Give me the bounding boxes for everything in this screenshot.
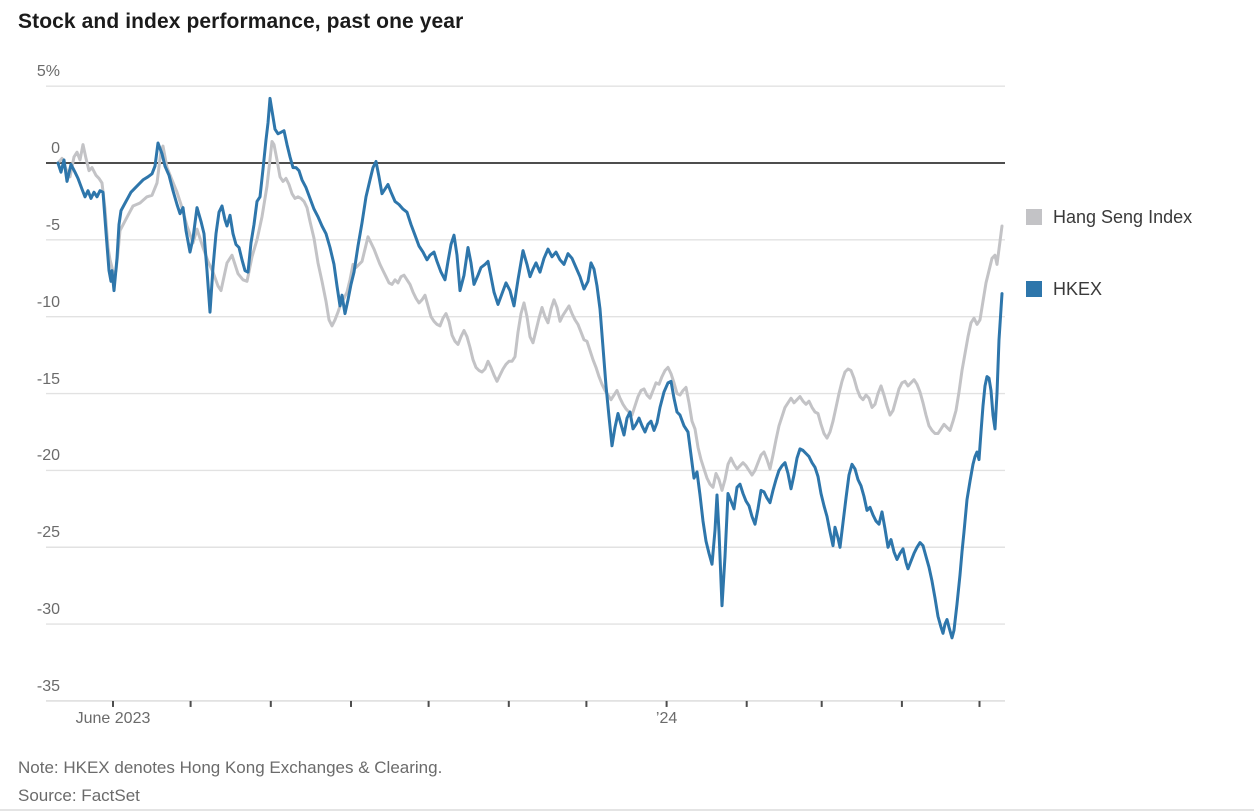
x-axis-label: ’24 xyxy=(655,710,678,727)
chart-title: Stock and index performance, past one ye… xyxy=(18,10,464,33)
hkex-line xyxy=(56,96,1004,640)
y-axis-label: 0 xyxy=(51,140,60,157)
legend-label-hang-seng: Hang Seng Index xyxy=(1053,206,1193,227)
hang-seng-swatch-icon xyxy=(1026,209,1042,225)
y-axis-label: -10 xyxy=(36,293,60,311)
y-axis-label: -5 xyxy=(45,216,60,234)
y-axis-label: -15 xyxy=(36,370,60,388)
legend-item-hkex: HKEX xyxy=(1026,277,1102,301)
y-axis-label: 5% xyxy=(36,63,60,81)
chart-source: Source: FactSet xyxy=(18,786,140,805)
y-axis-label: -30 xyxy=(36,601,60,619)
legend-item-hang-seng: Hang Seng Index xyxy=(1026,205,1192,229)
legend-label-hkex: HKEX xyxy=(1053,278,1103,299)
y-axis-label: -20 xyxy=(36,447,60,465)
x-axis-label: June 2023 xyxy=(75,710,151,727)
hkex-swatch-icon xyxy=(1026,281,1042,297)
chart-note: Note: HKEX denotes Hong Kong Exchanges &… xyxy=(18,758,443,777)
hang-seng-line xyxy=(56,140,1004,492)
y-axis-label: -35 xyxy=(36,677,60,695)
y-axis-label: -25 xyxy=(36,524,60,542)
bottom-divider xyxy=(0,809,1254,811)
